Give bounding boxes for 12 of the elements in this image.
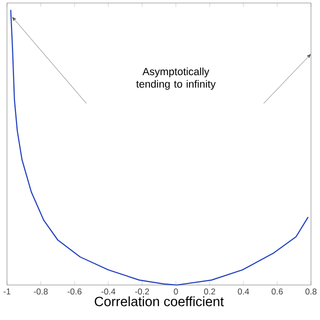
x-tick-label: -1 <box>4 288 10 294</box>
x-axis-title: Correlation coefficient <box>94 296 224 306</box>
x-tick-label: -0.8 <box>34 288 48 295</box>
x-tick-label: 0.2 <box>204 288 216 295</box>
annotation: Asymptotically tending to infinity <box>136 68 216 90</box>
x-tick-label: 0 <box>174 288 178 295</box>
x-tick-label: 0.6 <box>272 288 283 295</box>
x-tick-label: -0.4 <box>101 288 116 295</box>
x-tick-label: -0.2 <box>135 288 149 295</box>
x-tick-label: 0.4 <box>238 288 250 295</box>
x-tick-label: 0.8 <box>305 288 317 295</box>
x-tick-label: -0.6 <box>68 288 82 295</box>
